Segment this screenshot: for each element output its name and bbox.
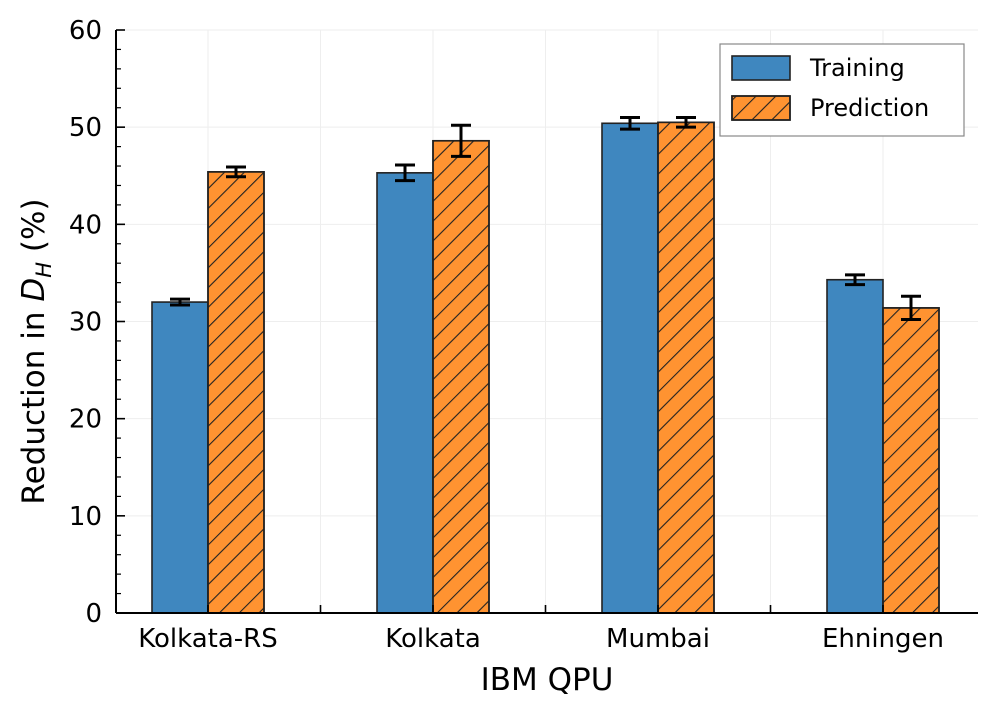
bar-hatch <box>658 122 714 613</box>
legend-swatch-training <box>731 55 791 81</box>
labels: 0 10 20 30 40 50 60 Kolkata-RS Kolkata Mumbai Ehni… <box>16 16 944 698</box>
x-tick-label: Kolkata <box>385 624 481 654</box>
y-tick-label: 50 <box>69 113 102 143</box>
legend-label-prediction: Prediction <box>810 94 929 122</box>
bars <box>151 115 940 614</box>
y-tick-label: 10 <box>69 502 102 532</box>
y-axis-title-unit: (%) <box>16 198 52 262</box>
bar-hatch <box>433 140 489 613</box>
bar-hatch <box>208 171 264 613</box>
bar-training-mumbai <box>601 122 659 614</box>
x-tick-label: Ehningen <box>822 624 944 654</box>
x-tick-label: Kolkata-RS <box>138 624 278 654</box>
bar-training-kolkata-rs <box>151 301 209 614</box>
y-tick-label: 30 <box>69 308 102 338</box>
y-axis-title: Reduction in DH (%) <box>16 198 56 504</box>
y-tick-label: 60 <box>69 16 102 46</box>
legend: Training Prediction <box>719 43 965 137</box>
y-axis-title-subscript: H <box>32 262 56 278</box>
y-axis-title-symbol: D <box>16 278 52 302</box>
bar-hatch <box>883 307 939 613</box>
y-tick-label: 0 <box>85 599 102 629</box>
y-axis-title-main: Reduction in <box>16 302 52 505</box>
legend-swatch-hatch <box>731 95 791 121</box>
axes <box>115 29 978 614</box>
x-axis-title: IBM QPU <box>481 662 614 698</box>
bar-training-kolkata <box>376 172 434 614</box>
legend-label-training: Training <box>809 54 905 82</box>
x-tick-label: Mumbai <box>606 624 710 654</box>
bar-training-ehningen <box>826 278 884 614</box>
y-tick-label: 40 <box>69 210 102 240</box>
y-tick-label: 20 <box>69 405 102 435</box>
